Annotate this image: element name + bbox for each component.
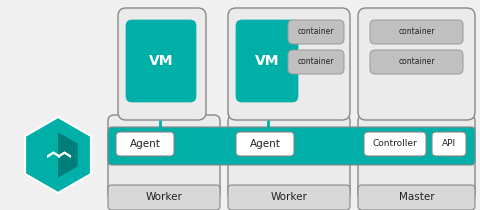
Text: Worker: Worker (145, 193, 182, 202)
FancyBboxPatch shape (108, 185, 220, 210)
Text: Agent: Agent (130, 139, 160, 149)
FancyBboxPatch shape (358, 8, 475, 120)
Text: VM: VM (255, 54, 279, 68)
FancyBboxPatch shape (432, 132, 466, 156)
FancyBboxPatch shape (288, 20, 344, 44)
FancyBboxPatch shape (228, 8, 350, 120)
Text: Controller: Controller (372, 139, 418, 148)
Text: container: container (298, 58, 334, 67)
FancyBboxPatch shape (228, 185, 350, 210)
Text: API: API (442, 139, 456, 148)
FancyBboxPatch shape (126, 20, 196, 102)
Text: ❯
❯: ❯ ❯ (46, 148, 70, 158)
Text: container: container (298, 28, 334, 37)
Text: VM: VM (149, 54, 173, 68)
Text: Master: Master (399, 193, 434, 202)
Text: container: container (398, 28, 435, 37)
FancyBboxPatch shape (236, 20, 298, 102)
FancyBboxPatch shape (364, 132, 426, 156)
Polygon shape (25, 117, 91, 193)
Text: Agent: Agent (250, 139, 280, 149)
FancyBboxPatch shape (358, 115, 475, 200)
Polygon shape (58, 132, 78, 178)
FancyBboxPatch shape (228, 115, 350, 200)
FancyBboxPatch shape (236, 132, 294, 156)
Text: container: container (398, 58, 435, 67)
FancyBboxPatch shape (118, 8, 206, 120)
FancyBboxPatch shape (108, 127, 475, 165)
FancyBboxPatch shape (358, 185, 475, 210)
FancyBboxPatch shape (108, 115, 220, 200)
FancyBboxPatch shape (288, 50, 344, 74)
Text: Worker: Worker (271, 193, 307, 202)
FancyBboxPatch shape (370, 50, 463, 74)
FancyBboxPatch shape (116, 132, 174, 156)
FancyBboxPatch shape (370, 20, 463, 44)
